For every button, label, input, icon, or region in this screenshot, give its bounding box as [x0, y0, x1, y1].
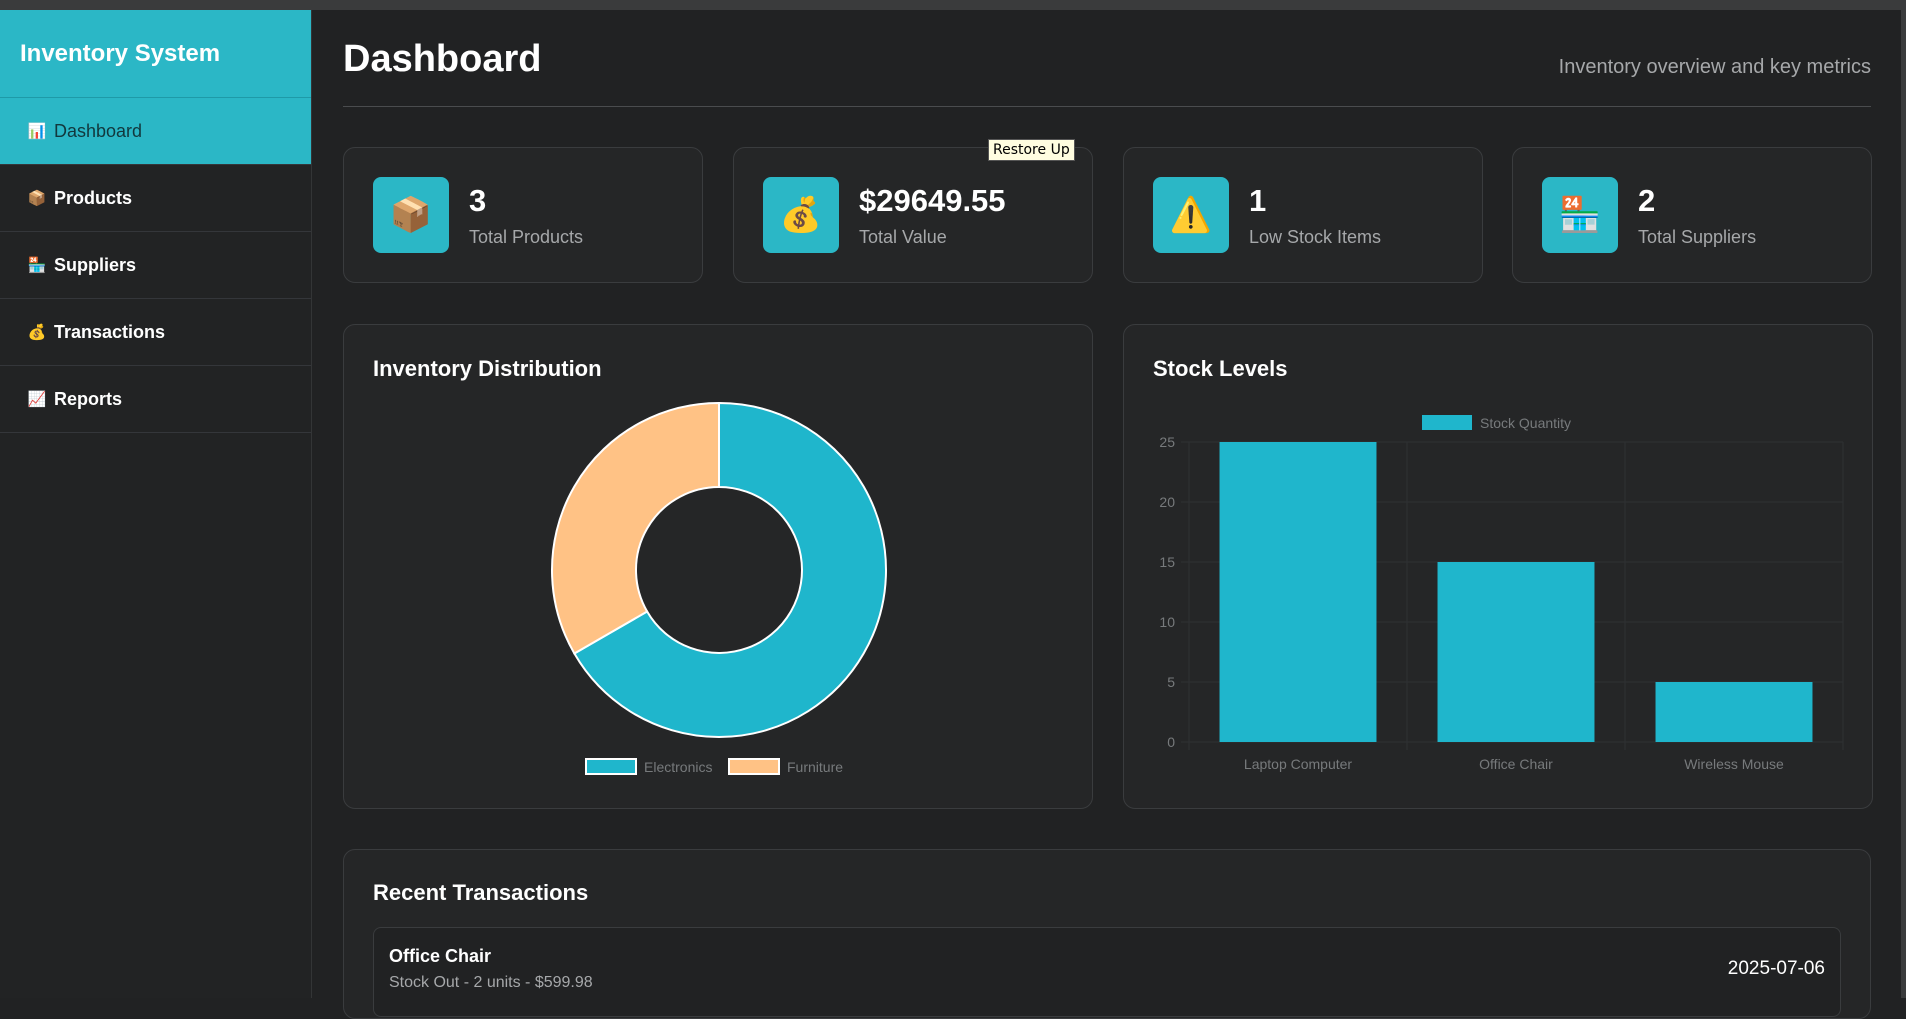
bar-chart-icon: 📊: [27, 123, 47, 140]
package-icon: 📦: [373, 177, 449, 253]
sidebar-item-label: Products: [54, 187, 133, 208]
stat-card-total-products: 📦 3 Total Products: [343, 147, 703, 283]
store-icon: 🏪: [27, 257, 47, 274]
sidebar: Inventory System 📊 Dashboard 📦 Products …: [0, 10, 312, 998]
legend-label[interactable]: Electronics: [644, 759, 712, 775]
pie-slice-electronics[interactable]: [573, 401, 887, 738]
y-tick-label: 10: [1159, 614, 1175, 630]
stat-value: 1: [1249, 182, 1267, 218]
sidebar-item-dashboard[interactable]: 📊 Dashboard: [0, 98, 311, 165]
scrollbar[interactable]: [1901, 10, 1906, 998]
sidebar-item-reports[interactable]: 📈 Reports: [0, 366, 311, 433]
y-tick-label: 5: [1167, 674, 1175, 690]
warning-icon: ⚠️: [1153, 177, 1229, 253]
window-top-strip: [0, 0, 1906, 10]
page-subtitle: Inventory overview and key metrics: [1558, 56, 1871, 78]
sidebar-nav: 📊 Dashboard 📦 Products 🏪 Suppliers 💰 Tra…: [0, 98, 311, 433]
legend-label[interactable]: Stock Quantity: [1480, 415, 1571, 431]
line-chart-icon: 📈: [27, 391, 47, 408]
tooltip: Restore Up: [988, 139, 1075, 161]
stat-label: Total Value: [859, 226, 947, 247]
money-bag-icon: 💰: [27, 324, 47, 341]
app-title: Inventory System: [0, 10, 311, 98]
stat-card-total-value: 💰 $29649.55 Total Value: [733, 147, 1093, 283]
chart-title: Stock Levels: [1153, 356, 1288, 381]
sidebar-item-transactions[interactable]: 💰 Transactions: [0, 299, 311, 366]
y-tick-label: 25: [1159, 434, 1175, 450]
y-tick-label: 15: [1159, 554, 1175, 570]
transaction-row[interactable]: Office Chair Stock Out - 2 units - $599.…: [373, 927, 1841, 1017]
y-tick-label: 0: [1167, 734, 1175, 750]
x-tick-label: Wireless Mouse: [1684, 756, 1784, 772]
stat-card-low-stock: ⚠️ 1 Low Stock Items: [1123, 147, 1483, 283]
page-title: Dashboard: [343, 38, 542, 80]
x-tick-label: Laptop Computer: [1244, 756, 1353, 772]
stat-label: Low Stock Items: [1249, 226, 1382, 247]
bar-chart: 0 5 10 15 20 25 Laptop Computer Office Chair Wir…: [1159, 415, 1844, 772]
sidebar-item-label: Dashboard: [54, 120, 143, 141]
stat-value: 2: [1638, 182, 1656, 218]
store-icon: 🏪: [1542, 177, 1618, 253]
sidebar-item-label: Suppliers: [54, 254, 137, 275]
transaction-date: 2025-07-06: [1727, 958, 1825, 979]
money-bag-icon: 💰: [763, 177, 839, 253]
transaction-detail: Stock Out - 2 units - $599.98: [389, 974, 593, 991]
sidebar-item-suppliers[interactable]: 🏪 Suppliers: [0, 232, 311, 299]
bar-laptop-computer[interactable]: [1219, 442, 1377, 742]
stats-row: 📦 3 Total Products 💰 $29649.55 Total Val…: [343, 147, 1872, 283]
legend-label[interactable]: Furniture: [787, 759, 843, 775]
package-icon: 📦: [27, 190, 47, 207]
transaction-product: Office Chair: [389, 946, 492, 966]
recent-transactions-card: Recent Transactions Office Chair Stock O…: [343, 849, 1871, 1019]
bar-wireless-mouse[interactable]: [1655, 682, 1813, 742]
sidebar-item-label: Reports: [54, 388, 123, 409]
sidebar-item-products[interactable]: 📦 Products: [0, 165, 311, 232]
chart-title: Inventory Distribution: [373, 356, 602, 381]
section-title: Recent Transactions: [373, 880, 589, 905]
legend-swatch: [585, 758, 637, 775]
stat-label: Total Products: [469, 226, 584, 247]
stat-value: 3: [469, 182, 487, 218]
doughnut-chart: Electronics Furniture: [551, 401, 887, 775]
inventory-distribution-card: Inventory Distribution Electronics Furnit…: [343, 324, 1093, 809]
page-header: Dashboard Inventory overview and key met…: [343, 10, 1871, 107]
pie-slice-furniture[interactable]: [551, 401, 720, 655]
stat-card-total-suppliers: 🏪 2 Total Suppliers: [1512, 147, 1872, 283]
bar-office-chair[interactable]: [1437, 562, 1595, 742]
main-content: Dashboard Inventory overview and key met…: [343, 10, 1873, 1019]
stat-label: Total Suppliers: [1638, 226, 1757, 247]
stock-levels-card: Stock Levels 0 5 10 15 20 25 Laptop Computer Of…: [1123, 324, 1873, 809]
sidebar-item-label: Transactions: [54, 321, 166, 342]
legend-swatch: [728, 758, 780, 775]
x-tick-label: Office Chair: [1479, 756, 1553, 772]
legend-swatch: [1422, 415, 1472, 430]
y-tick-label: 20: [1159, 494, 1175, 510]
stat-value: $29649.55: [859, 182, 1006, 218]
